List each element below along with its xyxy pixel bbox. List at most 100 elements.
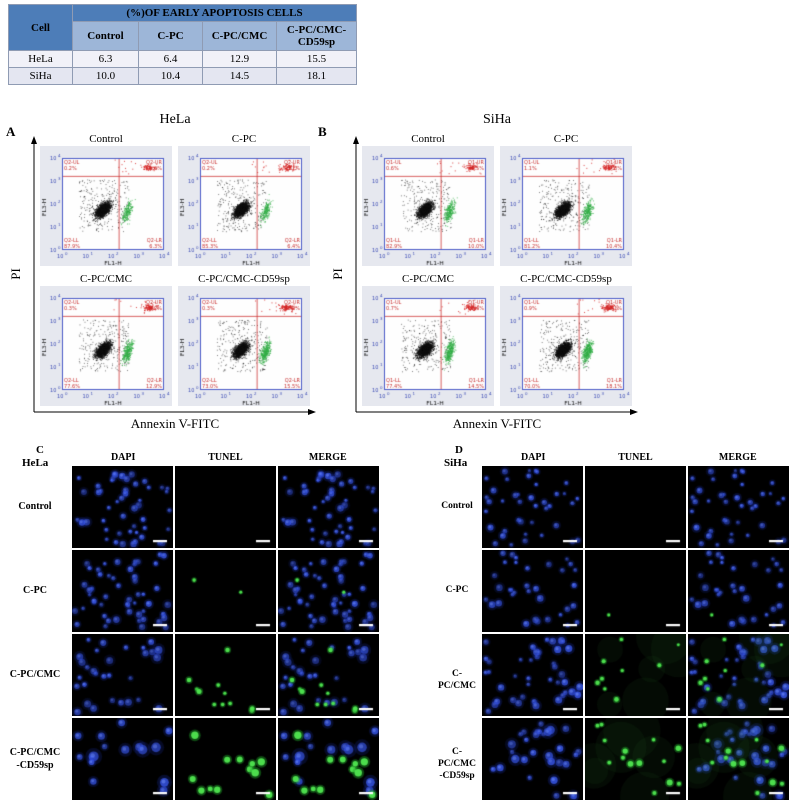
panel-c-column-headers: DAPI TUNEL MERGE <box>72 452 379 463</box>
flow-scatter-canvas <box>362 286 494 406</box>
c-row-cd59sp-label: C-PC/CMC -CD59sp <box>2 747 68 772</box>
panel-a-title: HeLa <box>159 112 191 127</box>
d-row-cpc-label: C-PC <box>445 585 469 595</box>
c-col-dapi: DAPI <box>110 452 136 463</box>
panel-d-row2-dapi-image <box>482 634 583 716</box>
apoptosis-table: Cell (%)OF EARLY APOPTOSIS CELLS Control… <box>8 4 357 85</box>
flow-plot-0: Control <box>362 132 494 266</box>
flow-scatter-canvas <box>40 146 172 266</box>
hela-control-value: 6.3 <box>72 50 139 68</box>
panel-a-y-label: PI <box>7 268 23 280</box>
panel-c-row1-tunel-image <box>175 550 276 632</box>
panel-c-cell-name: HeLa <box>22 457 49 469</box>
panel-d-row1-tunel-image <box>585 550 686 632</box>
panel-d-cell-name: SiHa <box>444 457 468 469</box>
flow-plot-3: C-PC/CMC-CD59sp <box>178 272 310 406</box>
hela-cpc-value: 6.4 <box>138 50 203 68</box>
panel-b-axes <box>353 136 638 415</box>
flow-plot-title: C-PC/CMC <box>80 273 132 285</box>
c-row-cd59sp-line1: C-PC/CMC <box>9 747 61 758</box>
row-siha-label: SiHa <box>8 67 73 85</box>
d-row-cd59sp-label: C-PC/CMC -CD59sp <box>434 747 480 783</box>
flow-scatter-canvas <box>40 286 172 406</box>
flow-plot-title: C-PC <box>553 133 579 145</box>
flow-scatter-canvas <box>178 286 310 406</box>
flow-plot-0: Control <box>40 132 172 266</box>
panel-a-plots: Control C-PC C-PC/CMC C-PC/CMC-CD59sp <box>40 132 310 406</box>
panel-d-row3-dapi-image <box>482 718 583 800</box>
panel-c-row3-merge-image <box>278 718 379 800</box>
panel-d-row0-dapi-image <box>482 466 583 548</box>
flow-plot-title: Control <box>411 133 445 145</box>
panel-d-row2-tunel-image <box>585 634 686 716</box>
hela-cpccmc-value: 12.9 <box>202 50 277 68</box>
panel-d-image-grid <box>482 466 789 800</box>
flow-plot-title: C-PC/CMC-CD59sp <box>198 273 290 285</box>
panel-a-x-label: Annexin V-FITC <box>130 416 220 431</box>
flow-scatter-canvas <box>500 146 632 266</box>
panel-c-row1-merge-image <box>278 550 379 632</box>
c-col-merge: MERGE <box>308 452 347 463</box>
panel-d-row0-tunel-image <box>585 466 686 548</box>
table-row-hela: HeLa 6.3 6.4 12.9 15.5 <box>8 50 357 68</box>
panel-a-axes <box>31 136 316 415</box>
panel-b-plots: Control C-PC C-PC/CMC C-PC/CMC-CD59sp <box>362 132 632 406</box>
flow-plot-title: C-PC/CMC <box>402 273 454 285</box>
flow-plot-title: C-PC <box>231 133 257 145</box>
panel-d-row3-merge-image <box>688 718 789 800</box>
table-row-siha: SiHa 10.0 10.4 14.5 18.1 <box>8 67 357 85</box>
c-row-cd59sp-line2: -CD59sp <box>16 759 54 771</box>
panel-c-row1-dapi-image <box>72 550 173 632</box>
table-col-cpccmccd59sp: C-PC/CMC-CD59sp <box>276 21 357 51</box>
d-row-cpccmc-label: C-PC/CMC <box>438 669 476 691</box>
siha-cpccmc-value: 14.5 <box>202 67 277 85</box>
row-hela-label: HeLa <box>8 50 73 68</box>
panel-d-row1-merge-image <box>688 550 789 632</box>
d-col-merge: MERGE <box>718 452 757 463</box>
flow-plot-title: Control <box>89 133 123 145</box>
panel-c-label: C <box>36 444 44 456</box>
flow-scatter-canvas <box>178 146 310 266</box>
panel-c-image-grid <box>72 466 379 800</box>
table-col-control: Control <box>72 21 139 51</box>
panel-c-row2-merge-image <box>278 634 379 716</box>
flow-plot-2: C-PC/CMC <box>362 272 494 406</box>
panel-c-row2-dapi-image <box>72 634 173 716</box>
siha-cpc-value: 10.4 <box>138 67 203 85</box>
table-col-cpc: C-PC <box>138 21 203 51</box>
panel-b-title: SiHa <box>483 112 511 127</box>
panel-d-row2-merge-image <box>688 634 789 716</box>
flow-scatter-canvas <box>362 146 494 266</box>
table-title: (%)OF EARLY APOPTOSIS CELLS <box>72 4 357 22</box>
panel-c-row3-tunel-image <box>175 718 276 800</box>
panel-d-column-headers: DAPI TUNEL MERGE <box>482 452 789 463</box>
panel-a-label: A <box>6 124 16 139</box>
table-col-cpccmc: C-PC/CMC <box>202 21 277 51</box>
panel-b-label: B <box>318 124 327 139</box>
c-row-control-label: Control <box>18 501 52 512</box>
panel-c-row0-merge-image <box>278 466 379 548</box>
d-row-cd59sp-line1: C-PC/CMC <box>438 747 476 769</box>
flow-plot-1: C-PC <box>500 132 632 266</box>
panel-d-row0-merge-image <box>688 466 789 548</box>
panel-c-row0-tunel-image <box>175 466 276 548</box>
panel-c-row3-dapi-image <box>72 718 173 800</box>
flow-scatter-canvas <box>500 286 632 406</box>
d-col-tunel: TUNEL <box>618 452 653 463</box>
panel-c-row0-dapi-image <box>72 466 173 548</box>
siha-cd59sp-value: 18.1 <box>276 67 357 85</box>
c-row-cpc-label: C-PC <box>23 585 47 596</box>
flow-plot-title: C-PC/CMC-CD59sp <box>520 273 612 285</box>
hela-cd59sp-value: 15.5 <box>276 50 357 68</box>
siha-control-value: 10.0 <box>72 67 139 85</box>
panel-b-x-label: Annexin V-FITC <box>452 416 542 431</box>
panel-d-label: D <box>455 444 463 456</box>
flow-plot-1: C-PC <box>178 132 310 266</box>
panel-c-row2-tunel-image <box>175 634 276 716</box>
panel-b-y-label: PI <box>329 268 345 280</box>
d-col-dapi: DAPI <box>520 452 546 463</box>
panel-d-row1-dapi-image <box>482 550 583 632</box>
c-row-cpccmc-label: C-PC/CMC <box>9 669 61 680</box>
d-row-cd59sp-line2: -CD59sp <box>439 770 475 781</box>
